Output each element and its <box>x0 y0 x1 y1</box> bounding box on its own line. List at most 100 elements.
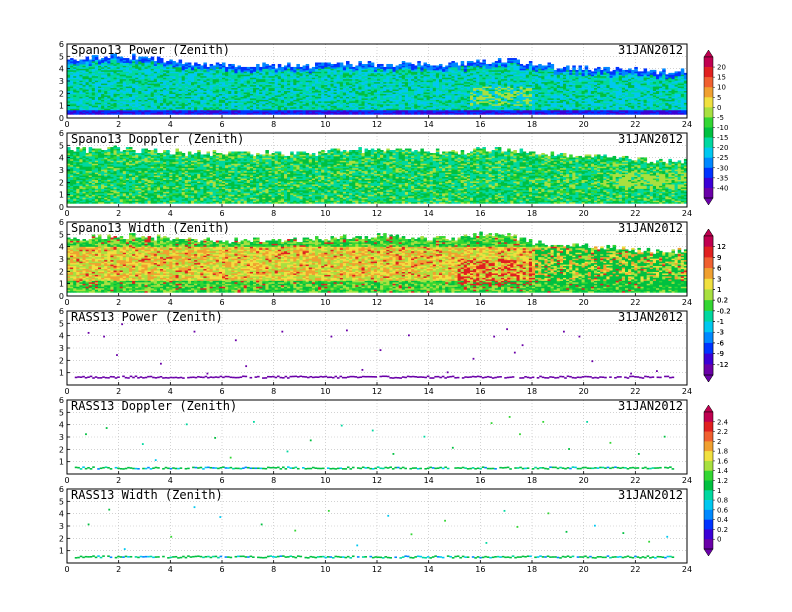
heatmap-cell <box>123 58 127 60</box>
heatmap-cell <box>331 64 335 66</box>
heatmap-cell <box>464 65 468 67</box>
heatmap-cell <box>219 64 223 66</box>
heatmap-cell <box>455 63 459 65</box>
heatmap-cell <box>309 68 313 70</box>
heatmap-cell <box>169 60 173 62</box>
heatmap-cell <box>355 65 359 67</box>
heatmap-cell <box>420 65 424 67</box>
heatmap-cell <box>479 63 483 65</box>
heatmap-cell <box>216 63 220 65</box>
heatmap-cell <box>327 63 331 65</box>
heatmap-cell <box>293 67 297 69</box>
heatmap-cell <box>312 67 316 69</box>
heatmap-cell <box>402 61 406 63</box>
heatmap-cell <box>213 65 217 67</box>
heatmap-cell <box>374 67 378 69</box>
heatmap-cell <box>306 64 310 66</box>
heatmap-cell <box>234 67 238 69</box>
heatmap-cell <box>179 60 183 62</box>
heatmap-cell <box>163 63 167 65</box>
heatmap-cell <box>238 65 242 67</box>
heatmap-cell <box>228 64 232 66</box>
heatmap-cell <box>176 63 180 65</box>
heatmap-cell <box>83 60 87 62</box>
heatmap-cell <box>225 67 229 69</box>
heatmap-cell <box>166 61 170 63</box>
heatmap-cell <box>337 63 341 65</box>
heatmap-cell <box>315 63 319 65</box>
heatmap-cell <box>346 61 350 63</box>
heatmap-cell <box>427 64 431 66</box>
heatmap-cell <box>436 65 440 67</box>
heatmap-cell <box>262 63 266 65</box>
heatmap-cell <box>442 67 446 69</box>
heatmap-cell <box>377 64 381 66</box>
heatmap-cell <box>334 64 338 66</box>
heatmap-cell <box>405 63 409 65</box>
heatmap-cell <box>160 58 164 60</box>
heatmap-cell <box>70 58 74 60</box>
heatmap-cell <box>148 58 152 60</box>
heatmap-cell <box>265 64 269 66</box>
heatmap-cell <box>207 67 211 69</box>
heatmap-cell <box>501 63 505 65</box>
heatmap-cell <box>89 60 93 62</box>
heatmap-cell <box>287 63 291 65</box>
heatmap-cell <box>399 64 403 66</box>
heatmap-cell <box>67 60 71 62</box>
heatmap-cell <box>461 61 465 63</box>
heatmap-cell <box>182 64 186 66</box>
heatmap-cell <box>489 64 493 66</box>
heatmap-cell <box>414 65 418 67</box>
heatmap-cell <box>275 68 279 70</box>
heatmap-cell <box>300 67 304 69</box>
heatmap-cell <box>393 67 397 69</box>
heatmap-cell <box>284 65 288 67</box>
heatmap-cell <box>321 63 325 65</box>
heatmap-cell <box>244 67 248 69</box>
heatmap-cell <box>458 65 462 67</box>
heatmap-cell <box>107 58 111 60</box>
heatmap-cell <box>231 64 235 66</box>
heatmap-cell <box>476 60 480 62</box>
heatmap-cell <box>259 67 263 69</box>
heatmap-cell <box>101 58 105 60</box>
heatmap-cell <box>129 60 133 62</box>
heatmap-cell <box>272 64 276 66</box>
heatmap-cell <box>433 65 437 67</box>
heatmap-cell <box>172 61 176 63</box>
heatmap-cell <box>126 58 129 60</box>
heatmap-cell <box>352 67 356 69</box>
heatmap-cell <box>408 63 412 65</box>
heatmap-cell <box>445 65 449 67</box>
heatmap-cell <box>290 67 294 69</box>
heatmap-cell <box>482 60 486 62</box>
heatmap-cell <box>185 63 189 65</box>
heatmap-cell <box>417 61 421 63</box>
heatmap-cell <box>98 60 102 62</box>
heatmap-cell <box>281 67 285 69</box>
heatmap-cell <box>256 64 260 66</box>
heatmap-cell <box>486 64 490 66</box>
heatmap-cell <box>467 61 471 63</box>
heatmap-cell <box>210 64 214 66</box>
heatmap-cell <box>349 64 353 66</box>
heatmap-cell <box>203 63 207 65</box>
heatmap-cell <box>200 65 204 67</box>
heatmap-cell <box>504 63 508 65</box>
heatmap-cell <box>448 63 452 65</box>
heatmap-cell <box>473 63 477 65</box>
heatmap-cell <box>250 67 254 69</box>
heatmap-cell <box>358 61 362 63</box>
heatmap-cell <box>383 67 387 69</box>
heatmap-cell <box>324 63 328 65</box>
heatmap-cell <box>269 65 273 67</box>
heatmap-cell <box>318 63 322 65</box>
heatmap-cell <box>368 61 372 63</box>
heatmap-cell <box>73 60 77 62</box>
heatmap-cell <box>365 64 369 66</box>
heatmap-cell <box>253 67 257 69</box>
heatmap-cell <box>296 64 300 66</box>
